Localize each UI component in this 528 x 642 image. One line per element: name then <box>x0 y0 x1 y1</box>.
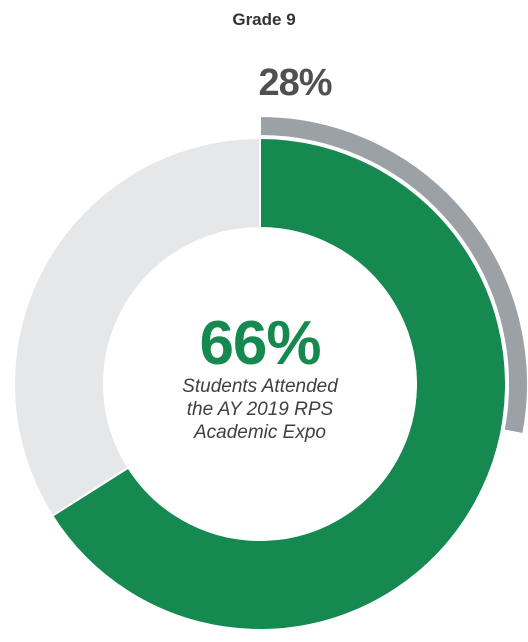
inner-ring <box>13 136 507 631</box>
outer-ring-label: 28% <box>258 62 332 104</box>
center-label: 66% Students Attended the AY 2019 RPS Ac… <box>130 309 390 444</box>
center-caption-line-3: Academic Expo <box>193 422 326 443</box>
chart-title: Grade 9 <box>232 10 296 29</box>
inner-ring-slice-2 <box>13 136 261 518</box>
outer-ring-slice-2 <box>0 114 525 642</box>
center-caption-line-2: the AY 2019 RPS <box>186 399 334 420</box>
outer-ring <box>0 114 528 642</box>
inner-ring-slice-1 <box>50 136 507 631</box>
center-caption-line-1: Students Attended <box>182 376 338 397</box>
center-value: 66% <box>199 309 321 378</box>
center-caption: Students Attended the AY 2019 RPS Academ… <box>130 375 390 444</box>
